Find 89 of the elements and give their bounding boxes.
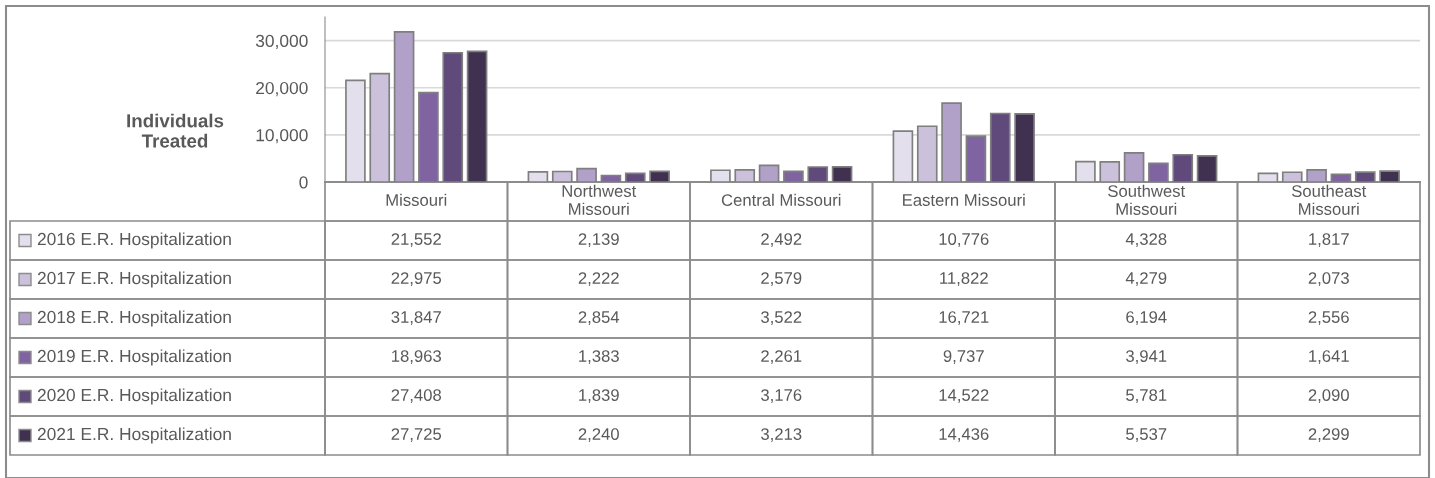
bar	[1257, 172, 1279, 182]
data-label: 2,240	[578, 428, 619, 442]
data-label: 16,721	[939, 311, 989, 325]
bar	[965, 135, 987, 182]
data-label: 5,537	[1126, 428, 1167, 442]
data-label: 2,492	[761, 233, 802, 247]
data-label: 2,556	[1308, 311, 1349, 325]
data-label: 3,213	[761, 428, 802, 442]
bar	[418, 91, 439, 182]
data-label: 2,222	[578, 272, 619, 286]
legend-label: 2019 E.R. Hospitalization	[37, 349, 231, 366]
x-tick-label: Missouri	[386, 193, 447, 206]
bar	[527, 171, 549, 182]
data-label: 2,854	[578, 311, 620, 325]
data-label: 2,579	[761, 272, 802, 286]
data-label: 10,776	[939, 233, 989, 247]
bar	[1099, 160, 1121, 182]
legend-label: 2018 E.R. Hospitalization	[37, 310, 231, 327]
data-label: 1,817	[1309, 233, 1349, 247]
data-label: 2,139	[578, 233, 619, 247]
bar	[1075, 160, 1096, 182]
data-label: 21,552	[391, 233, 441, 247]
legend-label: 2021 E.R. Hospitalization	[37, 427, 231, 444]
data-label: 2,090	[1308, 389, 1349, 403]
bar	[1123, 151, 1145, 182]
data-label: 3,522	[761, 311, 802, 325]
bar	[649, 170, 670, 182]
legend-label: 2020 E.R. Hospitalization	[37, 388, 231, 405]
bar	[783, 170, 804, 182]
bar	[831, 166, 853, 182]
data-label: 18,963	[392, 350, 442, 364]
data-label: 6,194	[1126, 311, 1167, 325]
bar	[1354, 171, 1376, 182]
bar	[345, 79, 366, 182]
y-axis-title: Individuals Treated	[127, 113, 224, 148]
bar	[1196, 155, 1218, 182]
bar	[1330, 173, 1352, 182]
bar	[1014, 113, 1035, 182]
bar	[989, 112, 1011, 182]
bar	[466, 50, 488, 182]
y-tick-label: 20,000	[256, 81, 308, 97]
data-label: 2,261	[761, 350, 802, 364]
bar	[600, 174, 622, 182]
bar	[442, 51, 464, 182]
data-label: 9,737	[943, 350, 984, 364]
bar	[551, 170, 573, 182]
data-label: 2,073	[1308, 272, 1349, 286]
legend-label: 2016 E.R. Hospitalization	[37, 232, 231, 249]
y-tick-label: 10,000	[256, 129, 308, 144]
bar	[1148, 162, 1169, 182]
bar	[734, 169, 756, 182]
data-label: 14,436	[939, 428, 989, 442]
data-label: 4,328	[1125, 233, 1167, 247]
bar	[710, 169, 731, 182]
bar	[393, 31, 415, 182]
data-label: 2,299	[1308, 428, 1349, 442]
legend-label: 2017 E.R. Hospitalization	[37, 271, 231, 288]
data-label: 3,941	[1126, 350, 1167, 364]
data-label: 1,839	[579, 389, 619, 403]
y-tick-label: 30,000	[255, 34, 308, 50]
bar	[807, 166, 829, 182]
data-label: 11,822	[940, 272, 988, 286]
x-tick-label: Northwest Missouri	[562, 184, 637, 215]
data-label: 1,383	[579, 350, 619, 364]
data-label: 22,975	[391, 272, 442, 286]
bar	[941, 102, 962, 182]
x-tick-label: Central Missouri	[721, 193, 841, 206]
data-label: 14,522	[939, 389, 989, 403]
x-tick-label: Eastern Missouri	[903, 193, 1025, 206]
x-tick-label: Southeast Missouri	[1291, 184, 1367, 215]
data-label: 4,279	[1125, 272, 1167, 286]
bar	[624, 172, 646, 182]
bar	[1172, 153, 1194, 182]
bar	[892, 130, 914, 182]
y-tick-label: 0	[299, 176, 308, 189]
bar	[369, 72, 391, 182]
data-label: 27,408	[391, 389, 442, 403]
bar	[576, 167, 597, 182]
data-label: 27,725	[391, 428, 442, 442]
bar	[1379, 170, 1400, 182]
bar	[1281, 171, 1303, 182]
data-label: 3,176	[761, 389, 802, 403]
data-label: 31,847	[391, 311, 441, 325]
x-tick-label: Southwest Missouri	[1108, 184, 1186, 215]
bar	[916, 125, 938, 182]
bar	[758, 164, 780, 182]
data-label: 1,641	[1309, 350, 1349, 364]
bar	[1306, 169, 1327, 182]
data-label: 5,781	[1126, 389, 1167, 403]
